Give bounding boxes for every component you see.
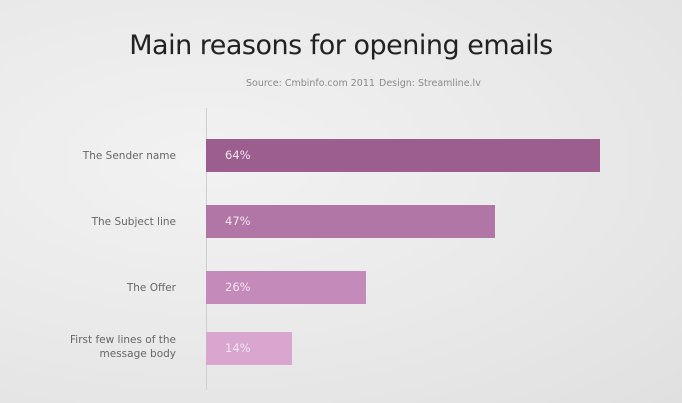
bar-value-label: 26% [225, 280, 251, 294]
source-credit: Source: Cmbinfo.com 2011 [246, 78, 375, 89]
design-credit: Design: Streamline.lv [379, 78, 481, 89]
bar: 64% [206, 139, 600, 172]
bar: 47% [206, 205, 496, 238]
category-label: The Offer [126, 282, 176, 294]
y-axis-line [206, 108, 207, 390]
bar-value-label: 14% [225, 341, 251, 355]
category-label: The Sender name [82, 150, 176, 162]
bar: 14% [206, 332, 293, 365]
bar-value-label: 47% [225, 214, 251, 228]
chart-title: Main reasons for opening emails [129, 30, 553, 61]
category-label: The Subject line [91, 216, 176, 228]
bar: 26% [206, 271, 367, 304]
category-label: First few lines of the message body [70, 334, 176, 360]
bar-value-label: 64% [225, 148, 251, 162]
